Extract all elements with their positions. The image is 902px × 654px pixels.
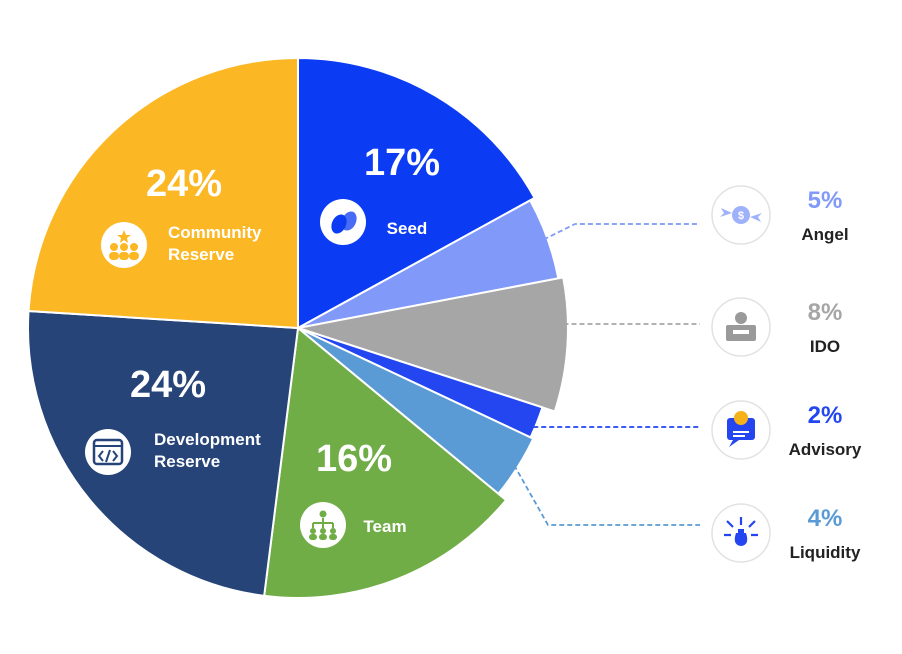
team-icon	[309, 510, 337, 540]
slice-value-liquidity: 4%	[808, 505, 843, 532]
slice-value-team: 16%	[316, 438, 392, 480]
liquidity-icon	[724, 517, 758, 546]
code-window-icon	[92, 438, 124, 466]
slice-value-advisory: 2%	[808, 402, 843, 429]
flying-coin-icon: $	[720, 206, 762, 224]
slice-label-advisory: Advisory	[789, 440, 862, 459]
community-icon	[109, 230, 139, 260]
coin-box-icon	[726, 312, 756, 341]
slice-ido	[297, 276, 569, 413]
slice-community-reserve	[27, 56, 299, 330]
seed-icon	[331, 211, 357, 234]
slice-value-ido: 8%	[808, 299, 843, 326]
slice-seed	[297, 56, 536, 330]
slice-value-community-reserve: 24%	[146, 163, 222, 205]
slice-label-community-reserve: Community Reserve	[168, 223, 262, 264]
slice-label-development-reserve: Development Reserve	[154, 430, 261, 471]
slice-development-reserve	[27, 309, 300, 597]
leader-line-angel	[543, 223, 700, 241]
slice-value-development-reserve: 24%	[130, 364, 206, 406]
svg-text:$: $	[738, 210, 744, 222]
slice-value-seed: 17%	[364, 142, 440, 184]
slice-label-angel: Angel	[801, 225, 848, 244]
leader-line-liquidity	[513, 464, 700, 526]
slice-value-angel: 5%	[808, 187, 843, 214]
slice-label-team: Team	[363, 517, 406, 536]
slice-label-seed: Seed	[387, 219, 428, 238]
icon-badge-development-reserve	[85, 429, 131, 475]
slice-label-liquidity: Liquidity	[790, 543, 861, 562]
advisory-icon	[727, 411, 755, 447]
slice-label-ido: IDO	[810, 337, 840, 356]
